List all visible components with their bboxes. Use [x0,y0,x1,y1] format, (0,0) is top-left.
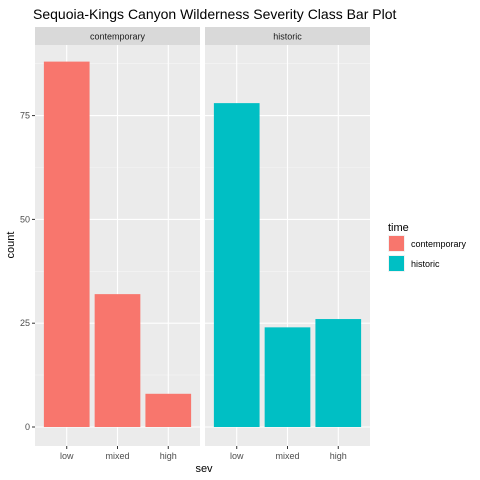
facet-strip-label: historic [273,32,302,42]
facet-panel-0: contemporary low mixed high [35,27,200,461]
bar-mixed [264,327,311,427]
bar-low [213,103,260,427]
x-tick-label: high [160,451,177,461]
y-tick-label: 0 [25,422,30,432]
legend-key-historic [389,256,404,271]
facet-strip [35,27,200,45]
facet-strip [205,27,370,45]
x-axis-title: sev [195,463,213,475]
bar-high [145,393,192,427]
x-tick-label: low [60,451,74,461]
bar-high [315,319,362,427]
legend-key-contemporary [389,236,404,251]
bar-mixed [94,294,141,427]
y-axis: 0 25 50 75 [20,111,35,432]
facet-panel-1: historic low mixed high [205,27,370,461]
y-tick-label: 25 [20,318,30,328]
x-tick-label: low [230,451,244,461]
facet-panels: contemporary low mixed high historic low mixed… [20,27,370,461]
chart-title: Sequoia-Kings Canyon Wilderness Severity… [33,6,396,22]
x-tick-label: mixed [105,451,129,461]
facet-strip-label: contemporary [90,32,146,42]
x-tick-label: high [330,451,347,461]
bar-low [43,61,90,427]
y-tick-label: 50 [20,214,30,224]
legend-title: time [388,222,409,234]
legend: time contemporary historic [388,222,467,272]
legend-label-historic: historic [411,259,440,269]
y-tick-label: 75 [20,111,30,121]
legend-label-contemporary: contemporary [411,239,467,249]
y-axis-title: count [5,232,17,259]
x-tick-label: mixed [275,451,299,461]
